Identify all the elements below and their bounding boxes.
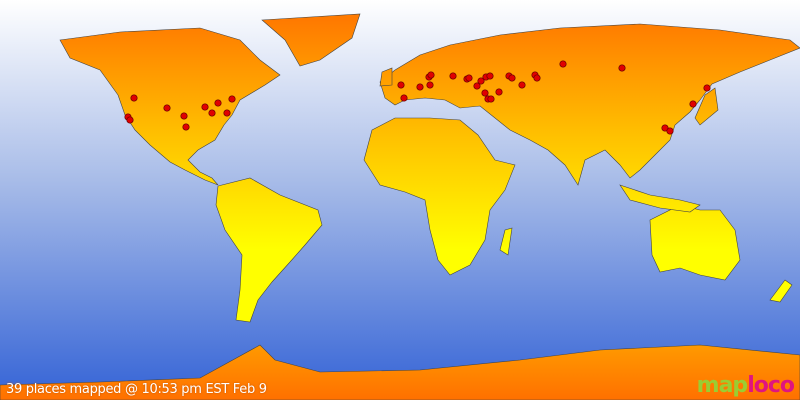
place-marker[interactable] (397, 81, 405, 89)
place-marker[interactable] (689, 100, 697, 108)
place-marker[interactable] (508, 74, 516, 82)
africa (363, 117, 516, 276)
places-mapped-caption: 39 places mapped @ 10:53 pm EST Feb 9 (6, 382, 267, 397)
new-zealand (769, 279, 793, 303)
place-marker[interactable] (618, 64, 626, 72)
place-marker[interactable] (481, 89, 489, 97)
place-marker[interactable] (208, 109, 216, 117)
place-marker[interactable] (465, 74, 473, 82)
place-marker[interactable] (400, 94, 408, 102)
place-marker[interactable] (201, 103, 209, 111)
place-marker[interactable] (214, 99, 222, 107)
madagascar (499, 227, 513, 256)
place-marker[interactable] (180, 112, 188, 120)
greenland (261, 13, 361, 67)
place-marker[interactable] (182, 123, 190, 131)
indonesia (619, 184, 701, 213)
logo-part-map: map (696, 373, 749, 398)
place-marker[interactable] (518, 81, 526, 89)
place-marker[interactable] (473, 82, 481, 90)
europe-asia (379, 23, 800, 186)
place-marker[interactable] (416, 83, 424, 91)
place-marker[interactable] (703, 84, 711, 92)
place-marker[interactable] (559, 60, 567, 68)
place-marker[interactable] (533, 74, 541, 82)
place-marker[interactable] (130, 94, 138, 102)
south-america (215, 177, 323, 323)
logo-part-loco: loco (747, 373, 795, 398)
place-marker[interactable] (449, 72, 457, 80)
place-marker[interactable] (126, 116, 134, 124)
place-markers (124, 60, 711, 135)
place-marker[interactable] (223, 109, 231, 117)
place-marker[interactable] (228, 95, 236, 103)
place-marker[interactable] (666, 127, 674, 135)
maploco-logo[interactable]: maploco (696, 373, 795, 398)
uk (379, 67, 393, 87)
antarctica (0, 344, 800, 400)
place-marker[interactable] (427, 71, 435, 79)
place-marker[interactable] (495, 88, 503, 96)
place-marker[interactable] (426, 81, 434, 89)
australia (649, 204, 741, 281)
place-marker[interactable] (486, 72, 494, 80)
japan (694, 87, 719, 126)
place-marker[interactable] (163, 104, 171, 112)
place-marker[interactable] (487, 95, 495, 103)
place-marker[interactable] (477, 77, 485, 85)
